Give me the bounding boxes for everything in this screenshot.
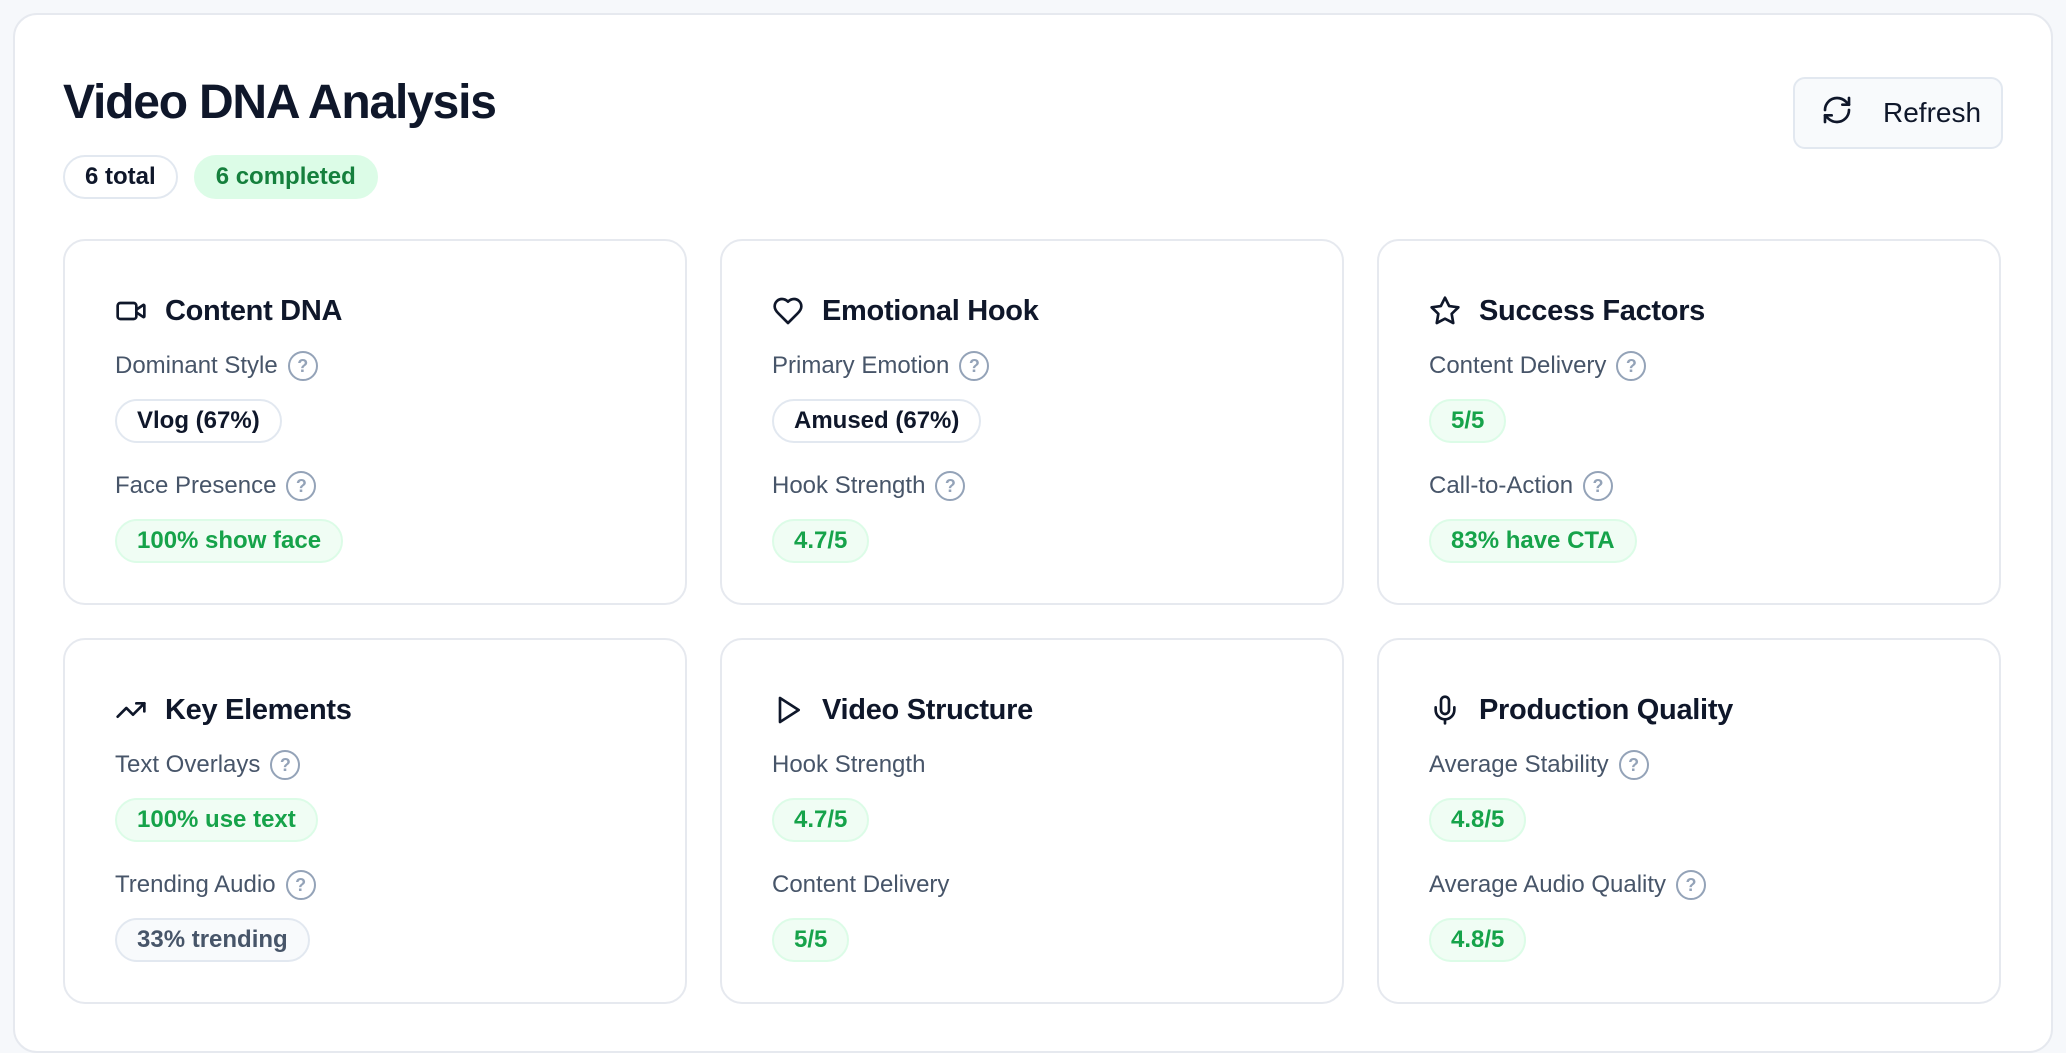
refresh-icon xyxy=(1821,94,1853,133)
card-title: Key Elements xyxy=(165,693,352,726)
metric-label: Content Delivery xyxy=(1429,352,1607,379)
total-badge: 6 total xyxy=(63,155,178,199)
metric: Hook Strength 4.7/5 xyxy=(772,748,1292,842)
metric: Face Presence? 100% show face xyxy=(115,469,635,563)
metric-label: Face Presence xyxy=(115,472,277,499)
metric: Content Delivery? 5/5 xyxy=(1429,349,1949,443)
metric: Average Stability? 4.8/5 xyxy=(1429,748,1949,842)
card-header: Key Elements xyxy=(115,690,635,730)
metric-value-badge: 100% show face xyxy=(115,519,344,563)
card-title: Production Quality xyxy=(1479,693,1734,726)
metric-value-badge: 83% have CTA xyxy=(1429,519,1637,563)
metric-label-row: Text Overlays? xyxy=(115,748,635,782)
metric-value-badge: 4.8/5 xyxy=(1429,918,1527,962)
metric-label-row: Hook Strength? xyxy=(772,469,1292,503)
metric: Average Audio Quality? 4.8/5 xyxy=(1429,868,1949,962)
metric-label-row: Primary Emotion? xyxy=(772,349,1292,383)
help-icon[interactable]: ? xyxy=(959,351,990,381)
metric-value-badge: 33% trending xyxy=(115,918,310,962)
card-title: Content DNA xyxy=(165,294,343,327)
metric-value-badge: Vlog (67%) xyxy=(115,399,282,443)
metric-label-row: Content Delivery xyxy=(772,868,1292,902)
video-camera-icon xyxy=(115,295,147,327)
card-emotional-hook: Emotional Hook Primary Emotion? Amused (67… xyxy=(720,239,1344,605)
card-title: Emotional Hook xyxy=(822,294,1039,327)
metric-value-badge: Amused (67%) xyxy=(772,399,982,443)
metric-value-badge: 5/5 xyxy=(772,918,850,962)
refresh-button[interactable]: Refresh xyxy=(1793,77,2003,149)
metric: Trending Audio? 33% trending xyxy=(115,868,635,962)
heart-icon xyxy=(772,295,804,327)
metric-label: Call-to-Action xyxy=(1429,472,1574,499)
metric: Text Overlays? 100% use text xyxy=(115,748,635,842)
card-key-elements: Key Elements Text Overlays? 100% use text T… xyxy=(63,638,687,1004)
help-icon[interactable]: ? xyxy=(1583,471,1614,501)
microphone-icon xyxy=(1429,694,1461,726)
help-icon[interactable]: ? xyxy=(286,471,317,501)
metric: Content Delivery 5/5 xyxy=(772,868,1292,962)
card-title: Success Factors xyxy=(1479,294,1706,327)
metric: Call-to-Action? 83% have CTA xyxy=(1429,469,1949,563)
help-icon[interactable]: ? xyxy=(1618,750,1649,780)
card-header: Content DNA xyxy=(115,291,635,331)
metric: Dominant Style? Vlog (67%) xyxy=(115,349,635,443)
metric-value-badge: 4.7/5 xyxy=(772,798,870,842)
play-icon xyxy=(772,694,804,726)
metric: Primary Emotion? Amused (67%) xyxy=(772,349,1292,443)
completed-badge: 6 completed xyxy=(193,155,378,199)
card-header: Emotional Hook xyxy=(772,291,1292,331)
card-header: Production Quality xyxy=(1429,690,1949,730)
card-title: Video Structure xyxy=(822,693,1033,726)
metric-value-badge: 4.8/5 xyxy=(1429,798,1527,842)
help-icon[interactable]: ? xyxy=(285,870,316,900)
help-icon[interactable]: ? xyxy=(1676,870,1707,900)
metric-label: Hook Strength xyxy=(772,472,926,499)
header: Video DNA Analysis 6 total 6 completed R… xyxy=(63,71,2003,199)
card-success-factors: Success Factors Content Delivery? 5/5 Call-… xyxy=(1377,239,2001,605)
metric-value-badge: 100% use text xyxy=(115,798,318,842)
metric-label-row: Average Stability? xyxy=(1429,748,1949,782)
metric-label: Average Stability xyxy=(1429,751,1609,778)
card-header: Video Structure xyxy=(772,690,1292,730)
metric-label: Text Overlays xyxy=(115,751,261,778)
metric-label: Trending Audio xyxy=(115,871,276,898)
metric: Hook Strength? 4.7/5 xyxy=(772,469,1292,563)
star-icon xyxy=(1429,295,1461,327)
card-header: Success Factors xyxy=(1429,291,1949,331)
card-grid: Content DNA Dominant Style? Vlog (67%) Face… xyxy=(63,239,2001,1004)
metric-value-badge: 4.7/5 xyxy=(772,519,870,563)
page-title: Video DNA Analysis xyxy=(63,76,497,129)
trending-up-icon xyxy=(115,694,147,726)
help-icon[interactable]: ? xyxy=(1616,351,1647,381)
metric-label: Dominant Style xyxy=(115,352,278,379)
card-production-quality: Production Quality Average Stability? 4.8/… xyxy=(1377,638,2001,1004)
metric-label-row: Content Delivery? xyxy=(1429,349,1949,383)
help-icon[interactable]: ? xyxy=(270,750,301,780)
card-content-dna: Content DNA Dominant Style? Vlog (67%) Face… xyxy=(63,239,687,605)
card-video-structure: Video Structure Hook Strength 4.7/5 Content… xyxy=(720,638,1344,1004)
analysis-panel: Video DNA Analysis 6 total 6 completed R… xyxy=(13,13,2053,1053)
metric-label-row: Trending Audio? xyxy=(115,868,635,902)
metric-label-row: Call-to-Action? xyxy=(1429,469,1949,503)
metric-label: Primary Emotion xyxy=(772,352,950,379)
refresh-label: Refresh xyxy=(1883,97,1982,128)
metric-label-row: Average Audio Quality? xyxy=(1429,868,1949,902)
metric-label: Average Audio Quality xyxy=(1429,871,1667,898)
help-icon[interactable]: ? xyxy=(287,351,318,381)
metric-label: Content Delivery xyxy=(772,871,950,898)
metric-label: Hook Strength xyxy=(772,751,926,778)
metric-label-row: Hook Strength xyxy=(772,748,1292,782)
help-icon[interactable]: ? xyxy=(935,471,966,501)
metric-value-badge: 5/5 xyxy=(1429,399,1507,443)
metric-label-row: Face Presence? xyxy=(115,469,635,503)
summary-badges: 6 total 6 completed xyxy=(63,155,2003,199)
metric-label-row: Dominant Style? xyxy=(115,349,635,383)
